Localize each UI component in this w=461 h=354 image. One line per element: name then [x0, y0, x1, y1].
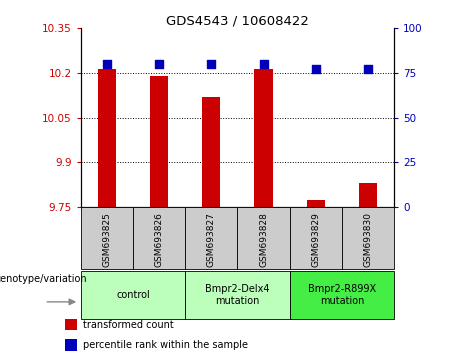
Text: transformed count: transformed count	[83, 320, 173, 330]
Bar	[290, 207, 342, 269]
Text: GSM693825: GSM693825	[102, 212, 111, 267]
Text: genotype/variation: genotype/variation	[0, 274, 87, 284]
Text: GSM693827: GSM693827	[207, 212, 216, 267]
Bar	[359, 183, 377, 207]
Text: Bmpr2-R899X
mutation: Bmpr2-R899X mutation	[308, 284, 376, 306]
Bar	[133, 207, 185, 269]
Bar	[98, 69, 116, 207]
Bar	[202, 97, 220, 207]
Text: GSM693826: GSM693826	[154, 212, 164, 267]
Text: percentile rank within the sample: percentile rank within the sample	[83, 340, 248, 350]
Bar	[185, 271, 290, 319]
Bar	[185, 207, 237, 269]
Point	[260, 61, 267, 67]
Text: GSM693828: GSM693828	[259, 212, 268, 267]
Point	[103, 61, 111, 67]
Bar	[290, 271, 394, 319]
Point	[207, 61, 215, 67]
Bar	[342, 207, 394, 269]
Bar	[65, 339, 77, 351]
Text: control: control	[116, 290, 150, 300]
Bar	[65, 319, 77, 330]
Text: Bmpr2-Delx4
mutation: Bmpr2-Delx4 mutation	[205, 284, 270, 306]
Point	[312, 67, 319, 72]
Text: GSM693830: GSM693830	[364, 212, 372, 267]
Title: GDS4543 / 10608422: GDS4543 / 10608422	[166, 14, 309, 27]
Point	[155, 61, 163, 67]
Bar	[150, 76, 168, 207]
Bar	[307, 200, 325, 207]
Bar	[254, 69, 272, 207]
Bar	[81, 207, 133, 269]
Bar	[81, 271, 185, 319]
Bar	[237, 207, 290, 269]
Text: GSM693829: GSM693829	[311, 212, 320, 267]
Point	[364, 67, 372, 72]
